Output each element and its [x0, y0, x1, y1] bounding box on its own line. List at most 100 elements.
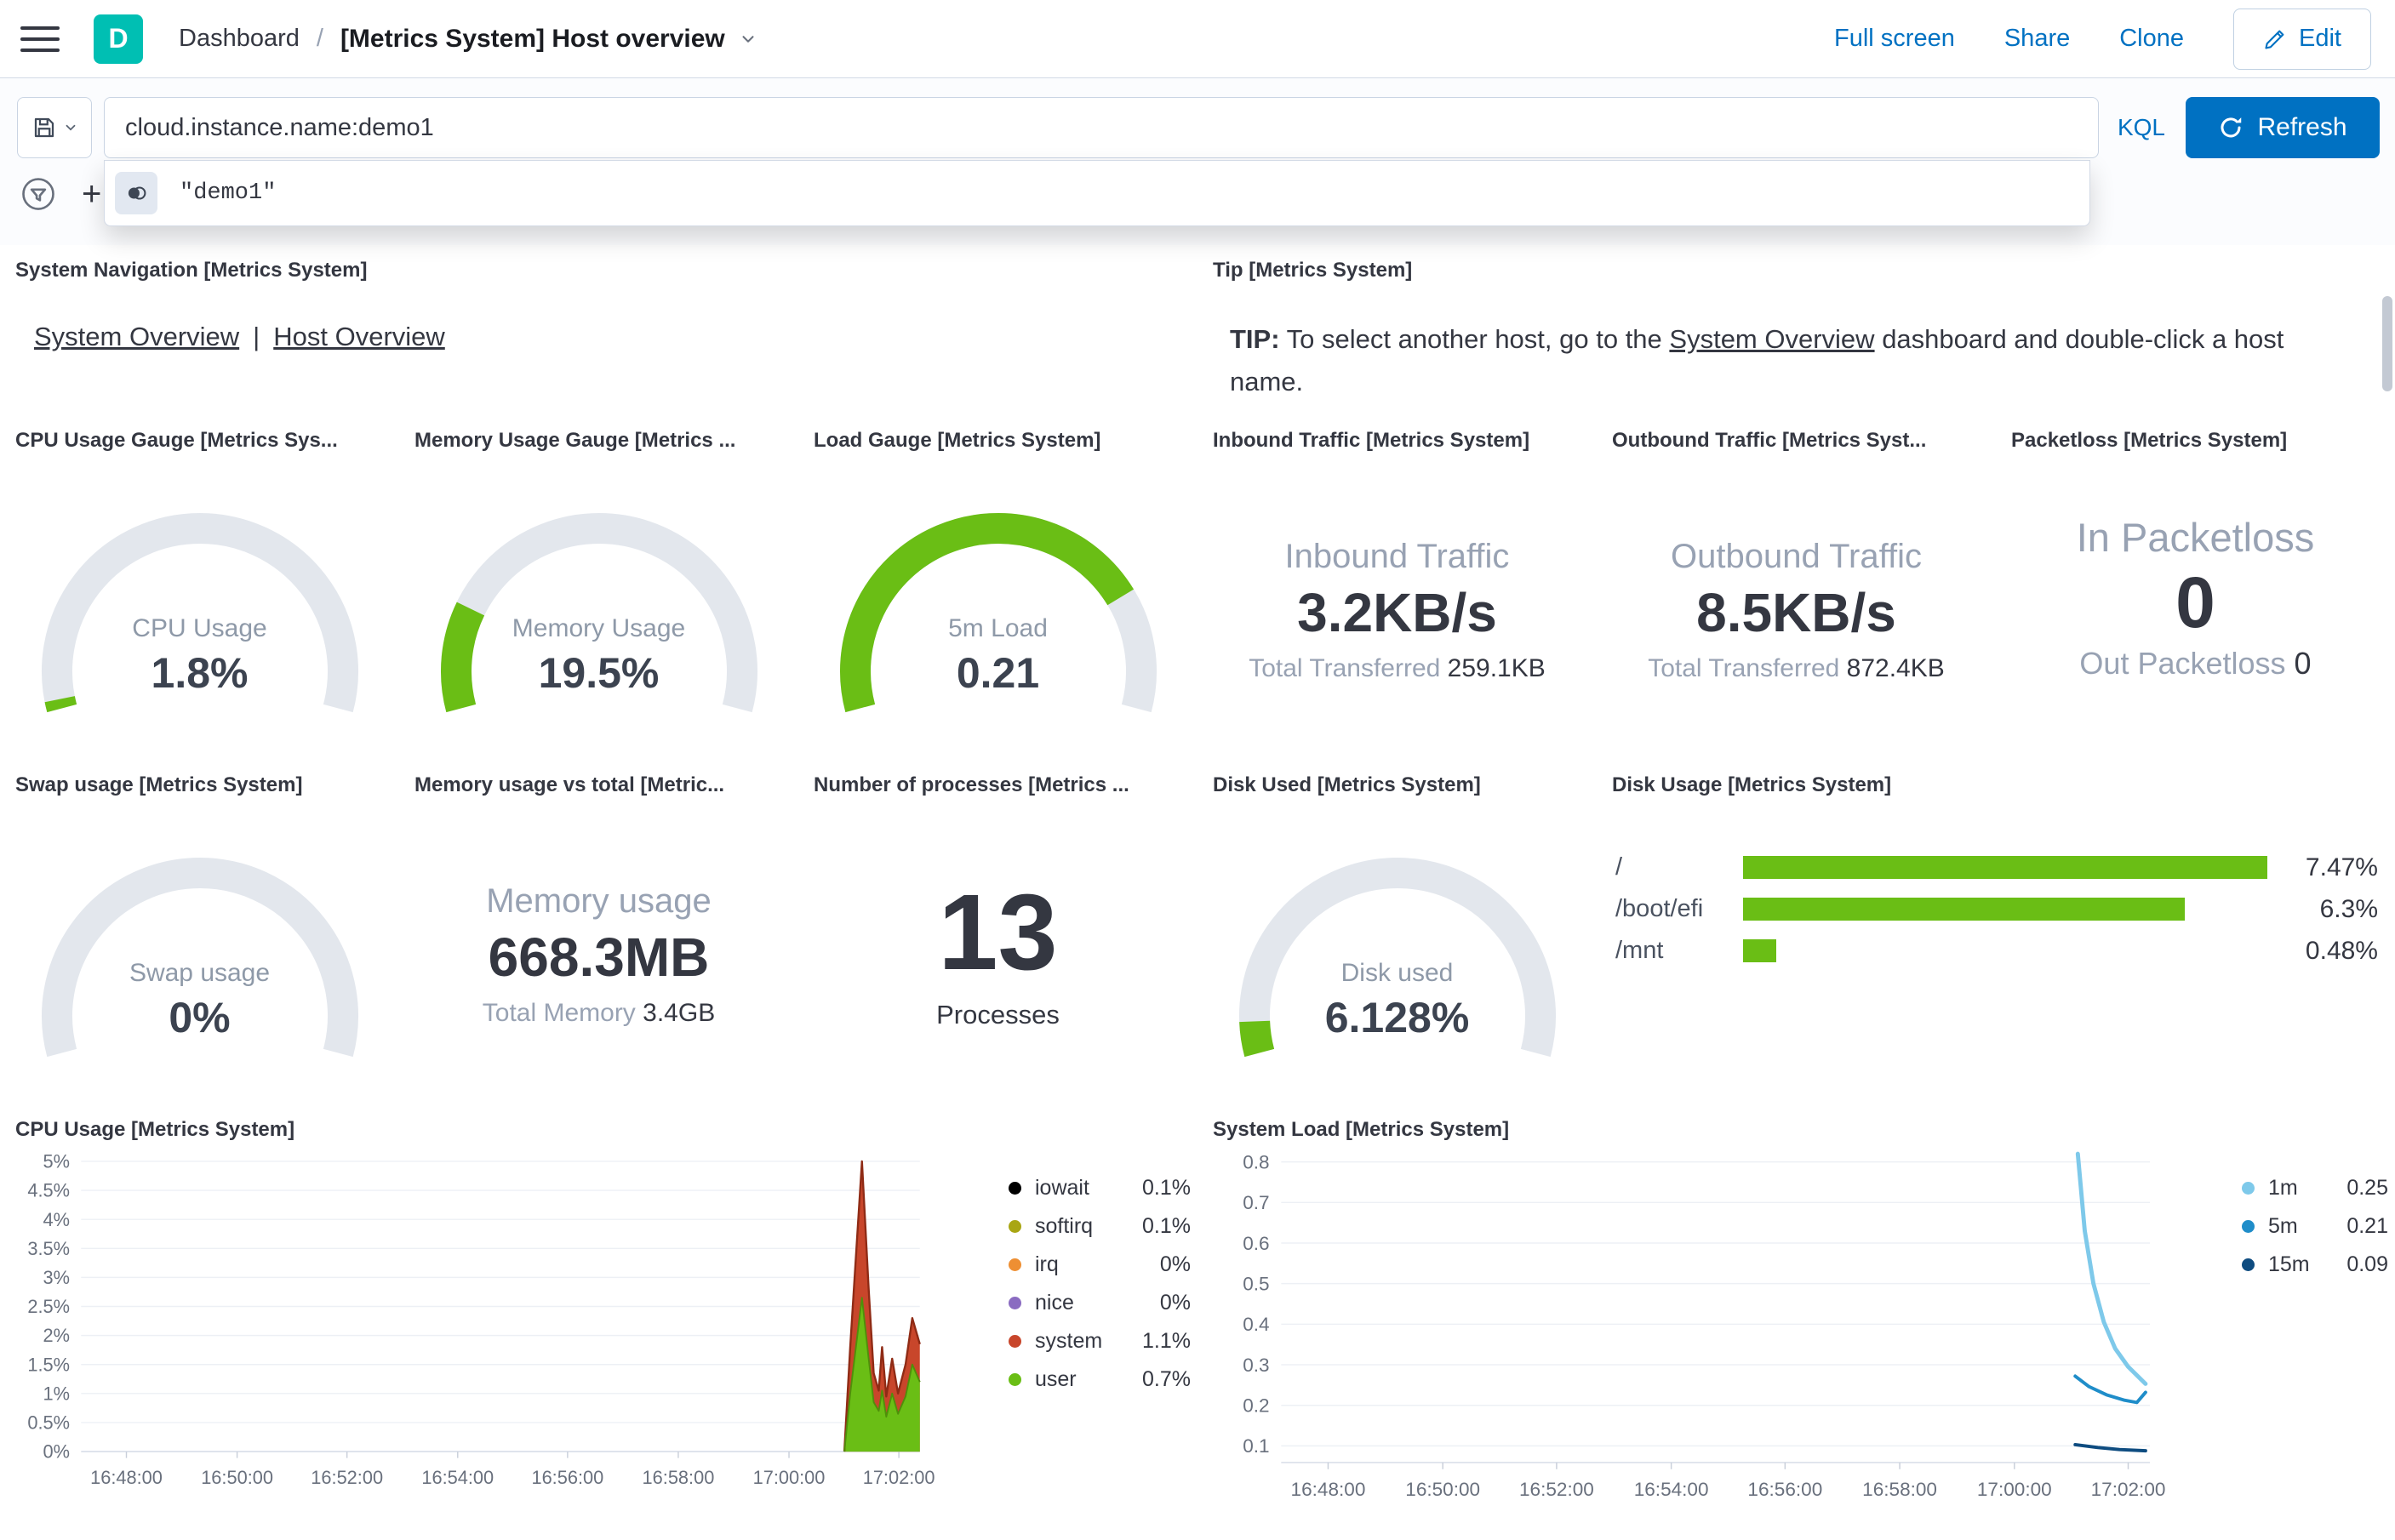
svg-text:0.5%: 0.5%	[27, 1412, 70, 1434]
disk-usage-row: /mnt 0.48%	[1615, 930, 2378, 972]
svg-text:16:48:00: 16:48:00	[1291, 1479, 1366, 1500]
panel-swap-usage-gauge: Swap usage [Metrics System] Swap usage 0…	[0, 760, 399, 1104]
clone-button[interactable]: Clone	[2119, 25, 2185, 52]
chevron-down-icon	[66, 124, 75, 131]
scrollbar-thumb[interactable]	[2382, 296, 2392, 391]
metric-value: 668.3MB	[488, 927, 710, 988]
svg-text:2.5%: 2.5%	[27, 1296, 70, 1317]
svg-text:4.5%: 4.5%	[27, 1180, 70, 1201]
legend-item[interactable]: nice 0%	[1009, 1284, 1191, 1322]
page-title-text: [Metrics System] Host overview	[340, 24, 725, 53]
metric-sub-value: 3.4GB	[643, 999, 716, 1028]
metric-sub-value: 872.4KB	[1846, 654, 1945, 683]
in-packetloss-label: In Packetloss	[2076, 515, 2315, 560]
gauge-label: CPU Usage	[132, 614, 267, 642]
filter-controls: +	[20, 175, 2395, 213]
processes-label: Processes	[936, 1000, 1060, 1030]
svg-text:16:56:00: 16:56:00	[1747, 1479, 1822, 1500]
panel-title: CPU Usage Gauge [Metrics Sys...	[15, 429, 338, 452]
share-button[interactable]: Share	[2003, 25, 2071, 52]
legend-item[interactable]: system 1.1%	[1009, 1322, 1191, 1360]
swap-usage-gauge: Swap usage 0%	[30, 841, 370, 1075]
legend-name: 1m	[2268, 1176, 2298, 1200]
svg-text:16:50:00: 16:50:00	[201, 1467, 273, 1488]
chevron-down-icon	[742, 35, 754, 43]
breadcrumb-separator: /	[316, 25, 323, 52]
svg-text:1.5%: 1.5%	[27, 1354, 70, 1375]
gauge-value: 19.5%	[538, 649, 660, 697]
disk-used-gauge: Disk used 6.128%	[1227, 841, 1568, 1075]
full-screen-button[interactable]: Full screen	[1834, 25, 1955, 52]
panel-title: System Navigation [Metrics System]	[15, 259, 368, 282]
gauge-label: Disk used	[1340, 959, 1454, 987]
disk-bar	[1743, 898, 2267, 921]
legend-item[interactable]: 1m 0.25	[2242, 1169, 2388, 1207]
gauge-value: 0%	[169, 994, 231, 1041]
legend-value: 0.09	[2346, 1252, 2388, 1276]
autocomplete-popup[interactable]: "demo1"	[104, 160, 2090, 226]
legend-item[interactable]: 15m 0.09	[2242, 1246, 2388, 1284]
page-title[interactable]: [Metrics System] Host overview	[340, 25, 757, 54]
panel-title: Memory Usage Gauge [Metrics ...	[414, 429, 736, 452]
metric-sub-label: Total Transferred	[1249, 654, 1441, 683]
gauge-value: 1.8%	[151, 649, 249, 697]
gauge-arc	[839, 513, 1157, 713]
svg-text:16:58:00: 16:58:00	[643, 1467, 715, 1488]
refresh-button[interactable]: Refresh	[2186, 97, 2380, 158]
add-filter-button[interactable]: +	[82, 175, 102, 213]
legend-item[interactable]: 5m 0.21	[2242, 1207, 2388, 1246]
menu-icon[interactable]	[20, 26, 60, 52]
metric-sub-label: Total Memory	[482, 999, 636, 1028]
legend-name: softirq	[1035, 1214, 1094, 1238]
legend-color-dot	[1009, 1258, 1021, 1271]
gauge-arc	[440, 513, 757, 713]
panel-title: Tip [Metrics System]	[1213, 259, 1413, 282]
packetloss-metric: In Packetloss 0 Out Packetloss 0	[1996, 514, 2395, 682]
metric-sub-label: Total Transferred	[1648, 654, 1840, 683]
edit-button-label: Edit	[2299, 25, 2341, 52]
svg-text:3.5%: 3.5%	[27, 1238, 70, 1259]
link-host-overview[interactable]: Host Overview	[273, 322, 445, 351]
outbound-traffic-metric: Outbound Traffic 8.5KB/s Total Transferr…	[1597, 538, 1996, 683]
saved-query-menu-button[interactable]	[17, 97, 92, 158]
edit-button[interactable]: Edit	[2233, 8, 2371, 70]
svg-text:0.8: 0.8	[1243, 1151, 1269, 1172]
filter-circle-icon[interactable]	[20, 176, 56, 212]
disk-usage-row: /boot/efi 6.3%	[1615, 888, 2378, 930]
panel-inbound-traffic: Inbound Traffic [Metrics System] Inbound…	[1198, 415, 1597, 760]
legend-color-dot	[2242, 1258, 2255, 1271]
legend-value: 0%	[1159, 1252, 1191, 1276]
legend-item[interactable]: irq 0%	[1009, 1246, 1191, 1284]
tip-bold: TIP:	[1230, 324, 1280, 354]
gauge-value: 6.128%	[1324, 994, 1470, 1041]
breadcrumb-dashboard[interactable]: Dashboard	[179, 25, 300, 52]
link-system-overview[interactable]: System Overview	[1669, 324, 1875, 354]
search-query-input[interactable]	[104, 97, 2099, 158]
app-header: D Dashboard / [Metrics System] Host over…	[0, 0, 2395, 78]
panel-cpu-usage-gauge: CPU Usage Gauge [Metrics Sys... CPU Usag…	[0, 415, 399, 760]
metric-label: Inbound Traffic	[1284, 538, 1510, 575]
panel-title: Swap usage [Metrics System]	[15, 773, 303, 796]
disk-value: 0.48%	[2305, 936, 2378, 965]
metric-value: 3.2KB/s	[1297, 582, 1497, 643]
legend-item[interactable]: softirq 0.1%	[1009, 1207, 1191, 1246]
cpu-usage-chart: 5% 4.5% 4% 3.5% 3% 2.5% 2% 1.5% 1% 0.5% 0% 16:48:00…	[27, 1151, 935, 1488]
svg-text:16:54:00: 16:54:00	[421, 1467, 494, 1488]
link-system-overview[interactable]: System Overview	[34, 322, 240, 351]
panel-title: CPU Usage [Metrics System]	[15, 1118, 295, 1141]
legend-value: 1.1%	[1142, 1329, 1191, 1353]
query-language-button[interactable]: KQL	[2117, 114, 2165, 140]
panel-title: Memory usage vs total [Metric...	[414, 773, 725, 796]
legend-name: 15m	[2268, 1252, 2310, 1276]
legend-item[interactable]: iowait 0.1%	[1009, 1169, 1191, 1207]
svg-text:0.6: 0.6	[1243, 1233, 1269, 1254]
panel-disk-usage: Disk Usage [Metrics System] / 7.47% /boot/…	[1597, 760, 2395, 1104]
legend-value: 0.1%	[1142, 1214, 1191, 1238]
space-avatar[interactable]: D	[94, 14, 143, 64]
legend-value: 0.25	[2346, 1176, 2388, 1200]
panel-tip: Tip [Metrics System] TIP: To select anot…	[1198, 245, 2395, 415]
svg-text:3%: 3%	[43, 1267, 70, 1288]
panel-title: Disk Used [Metrics System]	[1213, 773, 1481, 796]
refresh-icon	[2221, 117, 2242, 138]
legend-item[interactable]: user 0.7%	[1009, 1360, 1191, 1399]
